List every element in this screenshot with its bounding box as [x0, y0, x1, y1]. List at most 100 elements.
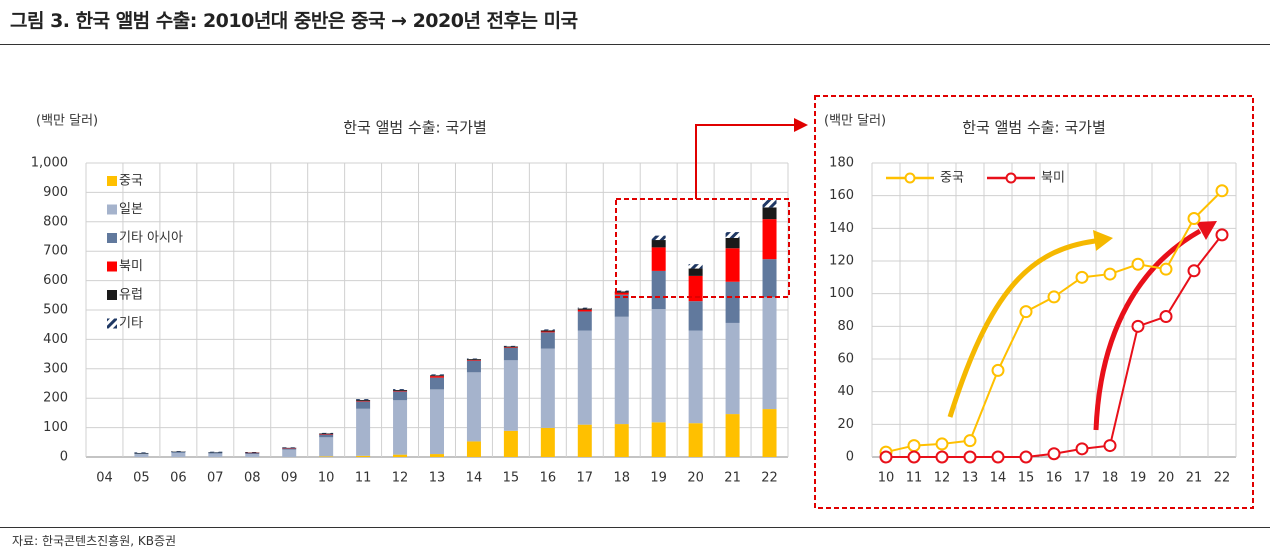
bar-segment [319, 434, 334, 435]
line-legend-label: 중국 [940, 171, 964, 186]
line-x-tick-label: 10 [878, 471, 895, 486]
bar-segment [614, 316, 629, 425]
bar-segment [282, 447, 297, 449]
line-unit-label: (백만 달러) [824, 114, 886, 129]
bar-legend-swatch [107, 233, 117, 243]
line-x-tick-label: 11 [906, 471, 923, 486]
china-trend-arrowhead [1093, 230, 1113, 251]
bar-segment [393, 389, 408, 391]
bar-segment [688, 301, 703, 331]
bar-unit-label: (백만 달러) [36, 114, 98, 129]
bar-segment [503, 430, 518, 457]
bar-segment [577, 311, 592, 331]
bar-segment [134, 454, 149, 457]
bar-segment [208, 451, 223, 453]
line-x-tick-label: 13 [962, 471, 979, 486]
bar-legend-label: 일본 [119, 202, 143, 217]
line-x-tick-label: 17 [1074, 471, 1091, 486]
bar-segment [319, 433, 334, 435]
line-point [1075, 270, 1089, 284]
bar-segment [503, 360, 518, 431]
bar-segment [134, 453, 149, 455]
line-point [1075, 442, 1089, 456]
bar-y-tick-label: 900 [43, 185, 68, 200]
line-point [1019, 305, 1033, 319]
bar-segment [393, 454, 408, 457]
bar-y-tick-label: 1,000 [31, 156, 68, 171]
figure-title: 그림 3. 한국 앨범 수출: 2010년대 중반은 중국 → 2020년 전후… [10, 10, 578, 32]
bar-segment [614, 294, 629, 317]
bar-x-tick-label: 22 [761, 471, 778, 486]
bar-segment [393, 391, 408, 401]
bar-y-tick-label: 600 [43, 273, 68, 288]
line-point [935, 437, 949, 451]
bar-chart-title: 한국 앨범 수출: 국가별 [343, 119, 487, 137]
bar-legend-swatch [107, 290, 117, 300]
bar-segment [651, 235, 666, 241]
bar-segment [762, 200, 777, 208]
bar-segment [171, 452, 186, 457]
bar-y-tick-label: 300 [43, 361, 68, 376]
bar-segment [466, 358, 481, 360]
bar-segment [503, 345, 518, 347]
bar-segment [651, 422, 666, 457]
bar-segment [614, 290, 629, 292]
bar-segment [651, 309, 666, 423]
bar-segment [688, 275, 703, 302]
bar-segment [762, 219, 777, 260]
bar-y-tick-label: 0 [60, 450, 68, 465]
bar-segment [503, 346, 518, 348]
bar-segment [208, 453, 223, 457]
line-point [907, 439, 921, 453]
bar-segment [540, 329, 555, 331]
zoom-panel-frame [814, 95, 1254, 509]
bar-segment [651, 270, 666, 310]
line-series [885, 190, 1223, 454]
bar-y-tick-label: 400 [43, 332, 68, 347]
bar-x-tick-label: 16 [540, 471, 557, 486]
source-note: 자료: 한국콘텐츠진흥원, KB증권 [12, 534, 177, 548]
bar-legend-swatch [107, 176, 117, 186]
line-point [963, 450, 977, 464]
bar-segment [245, 452, 260, 455]
line-x-tick-label: 15 [1018, 471, 1035, 486]
line-y-tick-label: 20 [837, 417, 854, 432]
line-y-tick-label: 60 [837, 352, 854, 367]
bar-segment [577, 309, 592, 312]
bar-segment [430, 375, 444, 377]
line-x-tick-label: 21 [1186, 471, 1203, 486]
bar-segment [725, 232, 740, 238]
line-point [907, 450, 921, 464]
bar-segment [430, 376, 444, 378]
line-x-tick-label: 20 [1158, 471, 1175, 486]
bar-x-tick-label: 18 [613, 471, 630, 486]
bar-segment [614, 424, 629, 457]
bar-y-tick-label: 800 [43, 214, 68, 229]
na-trend-arrowhead [1196, 221, 1217, 240]
connector-line [695, 124, 795, 199]
bar-segment [245, 452, 260, 453]
bar-segment [762, 259, 777, 298]
line-point [991, 363, 1005, 377]
bar-segment [356, 455, 371, 457]
bar-segment [208, 452, 223, 454]
line-y-tick-label: 120 [829, 254, 854, 269]
bar-segment [319, 437, 334, 457]
line-y-tick-label: 180 [829, 156, 854, 171]
bar-segment [651, 247, 666, 271]
bar-segment [503, 347, 518, 361]
line-point [1131, 257, 1145, 271]
line-y-tick-label: 0 [846, 450, 854, 465]
bar-segment [577, 307, 592, 309]
bar-segment [319, 432, 334, 434]
bar-legend-label: 기타 [119, 316, 143, 331]
bar-segment [245, 454, 260, 457]
bar-segment [319, 434, 334, 438]
bar-segment [688, 268, 703, 276]
bar-segment [762, 297, 777, 410]
line-x-tick-label: 22 [1214, 471, 1231, 486]
top-rule [0, 44, 1270, 45]
line-point [1215, 184, 1229, 198]
line-x-tick-label: 16 [1046, 471, 1063, 486]
